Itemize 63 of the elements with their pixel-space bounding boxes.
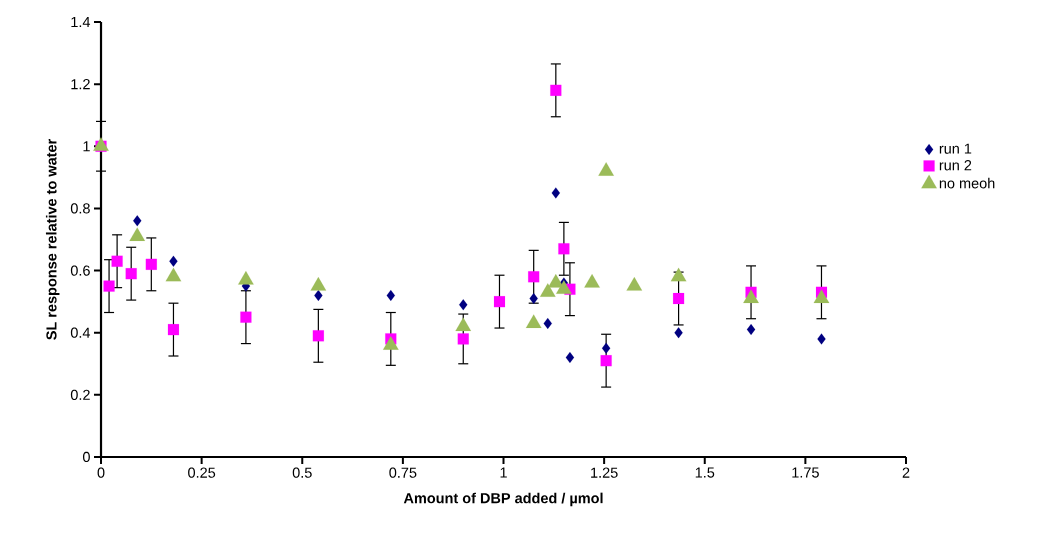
point <box>746 324 756 336</box>
y-tick-label: 0 <box>82 451 90 463</box>
point <box>528 271 540 283</box>
x-tick-label: 0.25 <box>188 467 216 478</box>
point <box>240 311 252 323</box>
point <box>165 267 182 282</box>
y-tick-label: 1.2 <box>71 79 90 90</box>
point <box>626 277 643 291</box>
x-tick-label: 1 <box>500 467 507 478</box>
x-tick-label: 1.5 <box>695 467 715 478</box>
point <box>103 280 115 292</box>
point <box>169 255 178 267</box>
point <box>543 317 552 329</box>
legend-label: no meoh <box>939 177 995 189</box>
point <box>525 314 542 328</box>
point <box>673 292 685 305</box>
point <box>670 267 687 282</box>
y-tick-label: 0.4 <box>70 327 91 338</box>
y-tick-label: 0.2 <box>70 389 90 400</box>
point <box>238 270 254 285</box>
point <box>386 289 395 301</box>
y-tick-label: 0.8 <box>70 203 90 214</box>
point <box>382 336 399 350</box>
point <box>493 296 506 308</box>
x-tick-label: 1.75 <box>792 467 819 478</box>
x-axis-title: Amount of DBP added / µmol <box>403 492 603 507</box>
point <box>539 283 556 297</box>
point <box>743 289 759 304</box>
legend-label: run 1 <box>939 143 972 154</box>
point <box>674 327 683 339</box>
x-tick-label: 2 <box>902 467 910 478</box>
x-tick-label: 0.5 <box>292 467 312 478</box>
y-axis-title: SL response relative to water <box>45 138 60 340</box>
point <box>310 277 327 291</box>
y-tick-label: 0.6 <box>70 265 90 276</box>
point <box>558 243 570 255</box>
point <box>600 355 612 367</box>
point <box>167 324 180 336</box>
x-tick-label: 1.25 <box>591 467 618 478</box>
point <box>125 268 137 280</box>
point <box>598 162 614 176</box>
point <box>455 317 472 332</box>
point <box>314 289 323 301</box>
x-tick-label: 0.75 <box>389 467 417 478</box>
x-tick-label: 0 <box>97 467 105 478</box>
point <box>550 84 562 96</box>
point <box>457 333 469 345</box>
point <box>817 333 826 345</box>
point <box>813 289 830 304</box>
point <box>133 215 142 227</box>
point <box>556 280 572 294</box>
point <box>312 330 324 342</box>
y-tick-label: 1 <box>83 141 90 152</box>
point <box>111 255 123 267</box>
point <box>565 352 575 364</box>
y-tick-label: 1.4 <box>71 17 91 27</box>
point <box>601 342 611 354</box>
point <box>584 273 600 288</box>
point <box>145 258 157 270</box>
legend-label: run 2 <box>939 160 972 171</box>
point <box>459 299 468 311</box>
point <box>551 187 561 199</box>
point <box>129 227 146 241</box>
